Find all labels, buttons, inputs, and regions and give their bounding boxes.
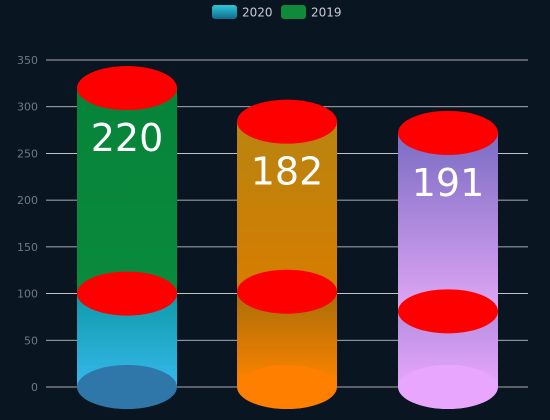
value-label: 220 — [91, 116, 164, 160]
legend-item-2019[interactable]: 2019 — [281, 5, 342, 20]
bar-segment-2019[interactable] — [398, 132, 498, 312]
y-tick-label: 250 — [17, 147, 38, 160]
y-tick-label: 100 — [17, 288, 38, 301]
cylinder-middle-cap — [77, 271, 177, 316]
legend-item-2020[interactable]: 2020 — [212, 5, 273, 20]
bar-segment-2019[interactable] — [237, 121, 337, 292]
bar-segment-2019[interactable] — [77, 88, 177, 294]
bars — [77, 66, 498, 409]
legend-swatch-2019 — [281, 5, 306, 19]
value-label: 182 — [251, 150, 324, 194]
y-tick-label: 0 — [31, 381, 38, 394]
value-label: 191 — [412, 161, 485, 205]
legend-swatch-2020 — [212, 5, 237, 19]
cylinder-middle-cap — [398, 289, 498, 334]
y-tick-label: 50 — [24, 334, 38, 347]
legend-label-2019: 2019 — [311, 6, 342, 20]
y-axis: 0 50 100 150 200 250 300 350 — [17, 54, 38, 394]
cylinder-top-cap — [398, 110, 498, 155]
data-labels: 220 182 191 — [91, 116, 485, 205]
cylinder-base — [398, 365, 498, 409]
cylinder-base — [237, 365, 337, 409]
cylinder-bar[interactable] — [237, 99, 337, 409]
y-tick-label: 300 — [17, 101, 38, 114]
legend-label-2020: 2020 — [242, 6, 273, 20]
cylinder-bar[interactable] — [77, 66, 177, 409]
y-tick-label: 350 — [17, 54, 38, 67]
cylinder-bar[interactable] — [398, 110, 498, 409]
legend: 2020 2019 — [212, 5, 342, 20]
cylinder-middle-cap — [237, 269, 337, 314]
y-tick-label: 150 — [17, 241, 38, 254]
y-tick-label: 200 — [17, 194, 38, 207]
cylinder-top-cap — [77, 66, 177, 111]
cylinder-base — [77, 365, 177, 409]
cylinder-top-cap — [237, 99, 337, 144]
